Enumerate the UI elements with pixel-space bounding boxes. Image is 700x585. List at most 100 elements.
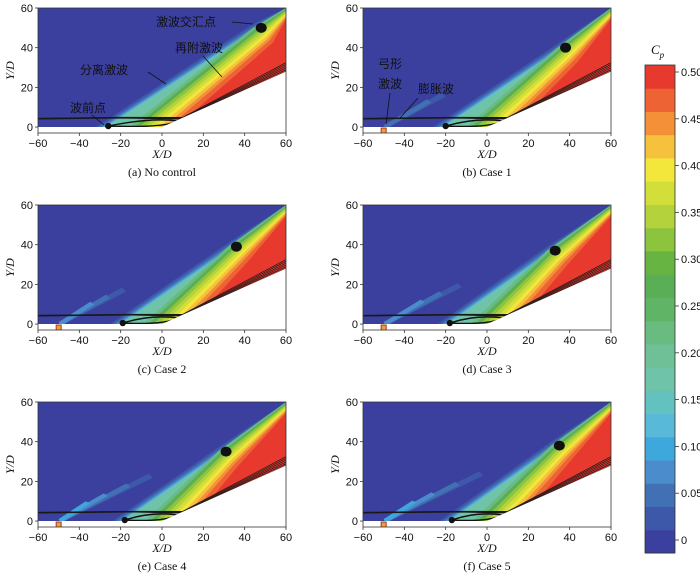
shock-intersection-point	[255, 22, 267, 33]
y-tick-label: 20	[346, 476, 358, 488]
colorbar-tick-label: 0.05	[681, 488, 700, 500]
colorbar-tick-label: 0.25	[681, 301, 700, 313]
wall-body	[38, 268, 286, 330]
y-tick-label: 40	[346, 43, 358, 55]
y-tick-label: 40	[346, 240, 358, 252]
plot-area	[38, 402, 286, 527]
x-tick-label: 60	[280, 138, 292, 150]
colorbar-swatch	[645, 483, 675, 508]
x-tick-label: 20	[522, 138, 534, 150]
colorbar-tick-label: 0.15	[681, 395, 700, 407]
shock-intersection-point	[220, 446, 232, 457]
y-tick-label: 60	[346, 397, 358, 409]
y-axis-label: Y/D	[328, 455, 342, 474]
streamline	[38, 456, 286, 513]
colorbar-swatch	[645, 111, 675, 136]
colorbar-swatches	[645, 65, 675, 554]
jet-nozzle-marker	[55, 324, 62, 330]
jet-nozzle-marker	[380, 127, 387, 133]
x-tick-label: 20	[522, 532, 534, 544]
streamline	[363, 62, 611, 119]
x-axis-label: X/D	[476, 344, 497, 358]
colorbar-swatch	[645, 390, 675, 415]
separation-point	[442, 122, 449, 130]
wall-body	[38, 465, 286, 527]
colorbar-frame	[644, 64, 676, 554]
x-tick-label: −20	[111, 335, 130, 347]
streamline	[38, 259, 286, 316]
annotation-leader-line	[385, 92, 391, 125]
y-tick-label: 40	[21, 437, 33, 449]
x-tick-label: 20	[522, 335, 534, 347]
colorbar-title: Cp	[651, 42, 665, 60]
x-tick-label: −40	[70, 138, 89, 150]
x-tick-label: 60	[605, 335, 617, 347]
y-axis-label: Y/D	[3, 61, 17, 80]
annotation-leader-line	[231, 21, 254, 25]
x-tick-label: 0	[484, 138, 490, 150]
colorbar-swatch	[645, 320, 675, 345]
colorbar-swatch	[645, 250, 675, 275]
plot-area	[363, 205, 611, 330]
y-axis-label: Y/D	[3, 258, 17, 277]
x-tick-label: 0	[484, 335, 490, 347]
separation-point	[121, 516, 128, 524]
panel-caption: (e) Case 4	[138, 559, 187, 573]
y-tick-label: 60	[346, 200, 358, 212]
y-tick-label: 20	[21, 82, 33, 94]
x-tick-label: 40	[564, 335, 576, 347]
y-tick-label: 0	[27, 516, 33, 528]
x-axis-label: X/D	[476, 541, 497, 555]
y-tick-label: 60	[346, 3, 358, 15]
y-tick-label: 40	[346, 437, 358, 449]
x-tick-label: 60	[280, 532, 292, 544]
colorbar-swatch	[645, 134, 675, 159]
colorbar-swatch	[645, 227, 675, 252]
y-tick-label: 20	[346, 82, 358, 94]
y-axis-label: Y/D	[3, 455, 17, 474]
panel-d: −60 −40 −20 0 20 40 60 0 20 40 60 X/D Y/D (d) Case 3	[328, 200, 617, 376]
x-axis-label: X/D	[151, 147, 172, 161]
colorbar-swatch	[645, 413, 675, 438]
panel-caption: (b) Case 1	[462, 165, 511, 179]
colorbar-swatch	[645, 436, 675, 461]
colorbar-tick-label: 0.20	[681, 348, 700, 360]
y-tick-label: 60	[21, 397, 33, 409]
x-tick-label: 40	[564, 532, 576, 544]
panel-caption: (d) Case 3	[462, 362, 511, 376]
x-tick-label: −40	[395, 138, 414, 150]
y-tick-label: 20	[346, 279, 358, 291]
annotation-leader-line	[399, 97, 419, 119]
colorbar: Cp 0.500.450.400.350.300.250.200.150.100…	[644, 42, 700, 554]
plot-area	[38, 205, 286, 330]
y-axis-label: Y/D	[328, 258, 342, 277]
panel-caption: (f) Case 5	[463, 559, 510, 573]
wall-body	[38, 71, 286, 133]
x-tick-label: 20	[197, 138, 209, 150]
plot-area	[363, 8, 611, 133]
colorbar-swatch	[645, 460, 675, 484]
x-tick-label: 0	[159, 138, 165, 150]
annotation-intersection-point: 激波交汇点	[156, 14, 216, 29]
shock-intersection-point	[553, 440, 565, 451]
colorbar-swatch	[645, 88, 675, 112]
colorbar-swatch	[645, 297, 675, 322]
annotation-leader-line	[91, 114, 105, 126]
shock-intersection-point	[560, 42, 572, 53]
colorbar-tick-label: 0.35	[681, 207, 700, 219]
colorbar-ticks: 0.50 0.45 0.40 0.35 0.30 0.25 0.20 0.15 0.10 0.05…	[675, 67, 700, 547]
annotation-reattach-shock: 再附激波	[175, 41, 223, 55]
colorbar-tick-label: 0.45	[681, 114, 700, 126]
colorbar-tick-label: 0.30	[681, 254, 700, 266]
x-tick-label: 20	[197, 532, 209, 544]
separation-point	[448, 516, 456, 524]
x-tick-label: −40	[70, 532, 89, 544]
colorbar-tick-label: 0	[681, 535, 687, 547]
y-tick-label: 20	[21, 476, 33, 488]
x-tick-label: 40	[239, 532, 251, 544]
y-tick-label: 0	[27, 319, 33, 331]
colorbar-swatch	[645, 274, 675, 298]
x-tick-label: 60	[605, 138, 617, 150]
y-tick-label: 0	[27, 122, 33, 134]
colorbar-swatch	[645, 157, 675, 182]
